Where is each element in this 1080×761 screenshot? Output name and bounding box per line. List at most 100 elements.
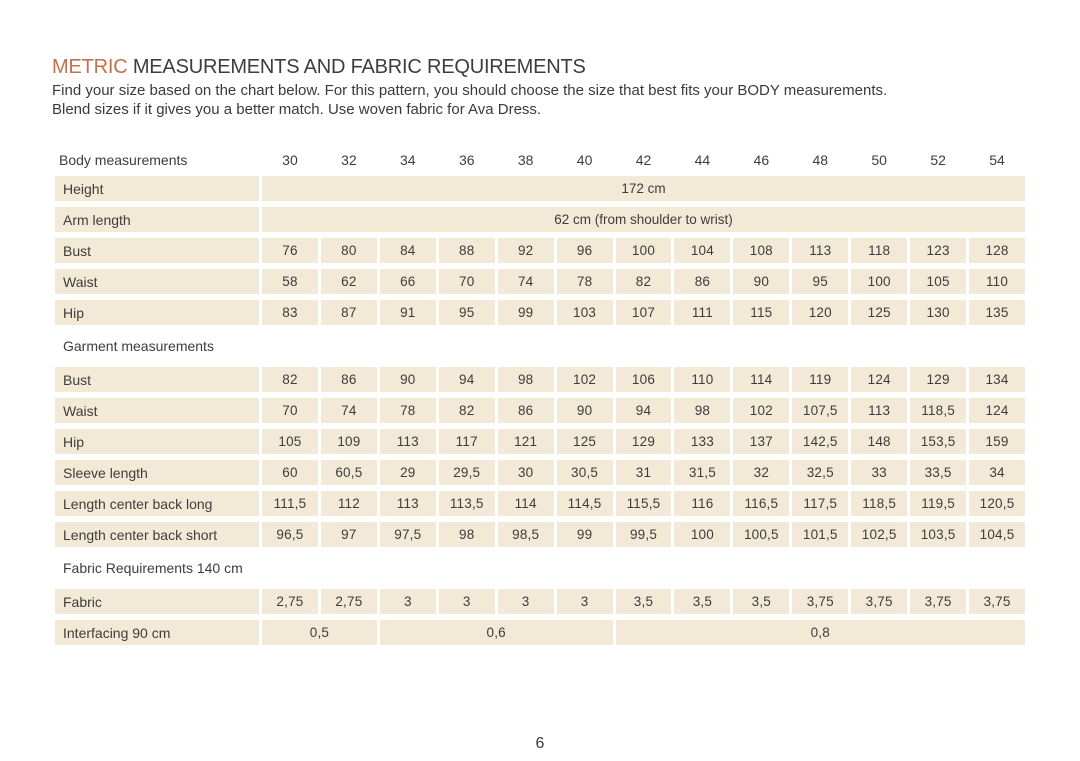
value-cell: 117,5: [792, 491, 849, 516]
value-cell: 130: [910, 300, 967, 325]
value-cell: 80: [320, 238, 377, 263]
value-cell: 101,5: [792, 522, 849, 547]
value-cell: 74: [320, 398, 377, 423]
value-cell: 118: [851, 238, 908, 263]
table-row: Length center back short 96,5 97 97,5 98 98,5…: [55, 522, 1025, 547]
value-cell: 97,5: [379, 522, 436, 547]
value-cell: 33,5: [910, 460, 967, 485]
merged-value-cell: 0,6: [379, 620, 613, 645]
value-cell: 102: [556, 367, 613, 392]
value-cell: 134: [969, 367, 1025, 392]
size-header-cell: 48: [812, 151, 829, 168]
value-cell: 96: [556, 238, 613, 263]
value-cell: 78: [556, 269, 613, 294]
value-cell: 102,5: [851, 522, 908, 547]
measurement-table: Body measurements 30 32 34 36 38 40 42 44 46 48 50 5…: [55, 147, 1025, 651]
value-cell: 109: [320, 429, 377, 454]
row-label: Arm length: [55, 207, 259, 232]
value-cell: 116,5: [733, 491, 790, 516]
value-cell: 111,5: [262, 491, 318, 516]
value-cell: 100,5: [733, 522, 790, 547]
value-cell: 31,5: [674, 460, 731, 485]
value-cell: 103: [556, 300, 613, 325]
value-cell: 88: [438, 238, 495, 263]
value-cell: 124: [969, 398, 1025, 423]
size-header-cell: 52: [930, 151, 946, 168]
value-cell: 98: [674, 398, 731, 423]
row-label: Waist: [55, 269, 259, 294]
table-row: Body measurements 30 32 34 36 38 40 42 44 46 48 50 5…: [55, 147, 1025, 172]
value-cell: 94: [438, 367, 495, 392]
value-cell: 62: [320, 269, 377, 294]
value-cell: 96,5: [262, 522, 318, 547]
value-cell: 30,5: [556, 460, 613, 485]
merged-value-cell: 172 cm: [262, 176, 1025, 201]
merged-value-cell: 0,5: [262, 620, 377, 645]
table-row: Arm length 62 cm (from shoulder to wrist): [55, 207, 1025, 232]
value-cell: 129: [910, 367, 967, 392]
table-row: Hip 83 87 91 95 99 103 107 111 115 120 125 130 135: [55, 300, 1025, 325]
size-header-cell: 34: [400, 151, 416, 168]
value-cell: 115,5: [615, 491, 672, 516]
size-header-cell: 46: [753, 151, 770, 168]
value-cell: 118,5: [910, 398, 967, 423]
value-cell: 78: [379, 398, 436, 423]
value-cell: 82: [262, 367, 318, 392]
value-cell: 137: [733, 429, 790, 454]
table-row: Length center back long 111,5 112 113 113,5 1…: [55, 491, 1025, 516]
value-cell: 34: [969, 460, 1025, 485]
table-row: Sleeve length 60 60,5 29 29,5 30 30,5 31 31,5 32 3…: [55, 460, 1025, 485]
value-cell: 100: [615, 238, 672, 263]
row-label: Height: [55, 176, 259, 201]
value-cell: 100: [674, 522, 731, 547]
value-cell: 113: [851, 398, 908, 423]
value-cell: 32: [733, 460, 790, 485]
value-cell: 3,75: [969, 589, 1025, 614]
table-row: Bust 76 80 84 88 92 96 100 104 108 113 118 123 128: [55, 238, 1025, 263]
page-number: 6: [535, 735, 545, 752]
value-cell: 29: [379, 460, 436, 485]
value-cell: 98: [497, 367, 554, 392]
value-cell: 83: [262, 300, 318, 325]
value-cell: 148: [851, 429, 908, 454]
value-cell: 3,5: [674, 589, 731, 614]
value-cell: 114,5: [556, 491, 613, 516]
value-cell: 95: [438, 300, 495, 325]
value-cell: 2,75: [320, 589, 377, 614]
value-cell: 106: [615, 367, 672, 392]
value-cell: 124: [851, 367, 908, 392]
size-header-cell: 54: [989, 151, 1005, 168]
value-cell: 87: [320, 300, 377, 325]
value-cell: 102: [733, 398, 790, 423]
value-cell: 111: [674, 300, 731, 325]
value-cell: 153,5: [910, 429, 967, 454]
table-row: Waist 70 74 78 82 86 90 94 98 102 107,5 113 118,5 124: [55, 398, 1025, 423]
value-cell: 113: [379, 491, 436, 516]
value-cell: 113,5: [438, 491, 495, 516]
value-cell: 92: [497, 238, 554, 263]
merged-value-cell: 0,8: [615, 620, 1025, 645]
value-cell: 107,5: [792, 398, 849, 423]
row-label: Fabric: [55, 589, 259, 614]
table-row: Interfacing 90 cm 0,5 0,6 0,8: [55, 620, 1025, 645]
value-cell: 117: [438, 429, 495, 454]
table-row: Fabric 2,75 2,75 3 3 3 3 3,5 3,5 3,5 3,75 3,75 3,75 3…: [55, 589, 1025, 614]
value-cell: 3,5: [733, 589, 790, 614]
value-cell: 100: [851, 269, 908, 294]
table-row: Waist 58 62 66 70 74 78 82 86 90 95 100 105 110: [55, 269, 1025, 294]
size-header-cell: 32: [341, 151, 357, 168]
value-cell: 3,75: [910, 589, 967, 614]
value-cell: 108: [733, 238, 790, 263]
table-row: Bust 82 86 90 94 98 102 106 110 114 119 124 129 134: [55, 367, 1025, 392]
value-cell: 60,5: [320, 460, 377, 485]
intro-text: Find your size based on the chart below.…: [52, 81, 887, 119]
value-cell: 107: [615, 300, 672, 325]
size-header-cell: 42: [635, 151, 652, 168]
value-cell: 3: [497, 589, 554, 614]
value-cell: 135: [969, 300, 1025, 325]
value-cell: 29,5: [438, 460, 495, 485]
value-cell: 120: [792, 300, 849, 325]
value-cell: 86: [320, 367, 377, 392]
value-cell: 105: [910, 269, 967, 294]
